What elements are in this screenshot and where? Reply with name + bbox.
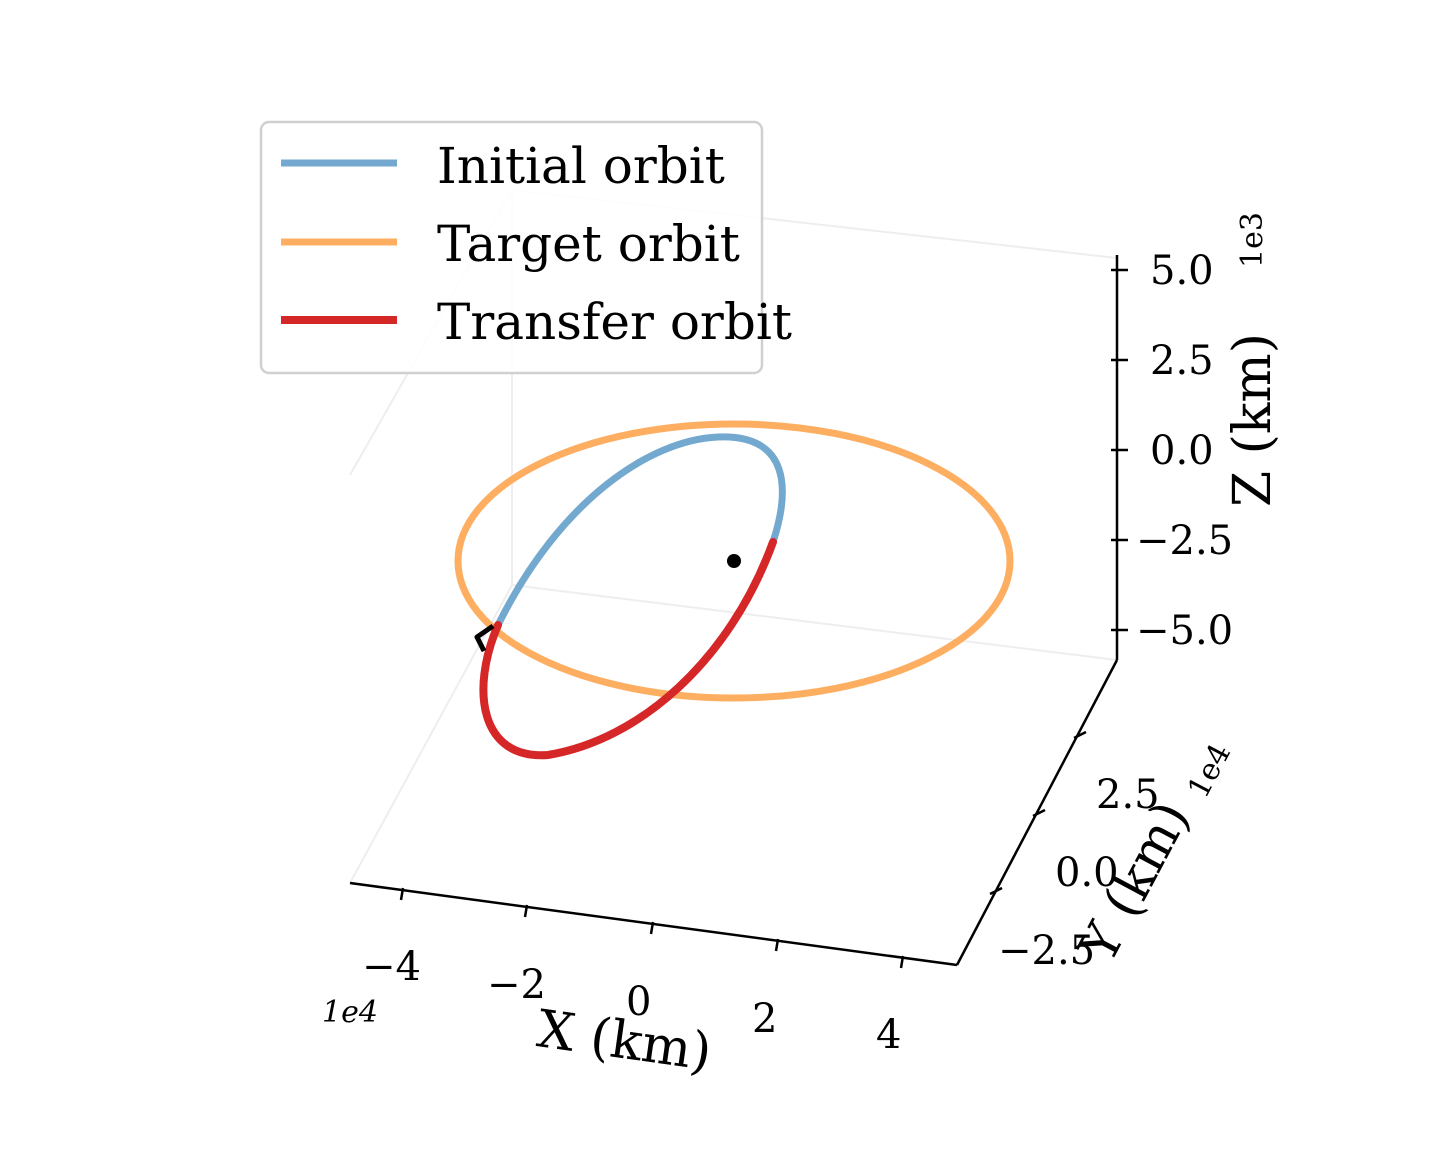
y-axis: 2.5 0.0 −2.5 1e4 Y (km) xyxy=(989,730,1238,974)
y-tick xyxy=(989,886,1003,896)
x-tick-label: 4 xyxy=(876,1012,901,1058)
y-tick-label: 0.0 xyxy=(1055,850,1119,896)
x-tick xyxy=(649,921,655,935)
y-axis-line xyxy=(955,659,1119,966)
y-tick xyxy=(1073,730,1087,740)
pane-edge-back-floor xyxy=(511,584,1118,661)
maneuver-arrow-marker xyxy=(474,623,495,653)
y-offset-label: 1e4 xyxy=(1181,738,1238,804)
z-axis: 5.0 2.5 0.0 −2.5 −5.0 1e3 Z (km) xyxy=(1111,212,1283,654)
legend: Initial orbit Target orbit Transfer orbi… xyxy=(259,120,792,375)
x-tick xyxy=(399,887,405,901)
pane-edge-left-floor xyxy=(349,584,513,884)
x-tick-label: 0 xyxy=(626,979,651,1025)
x-offset-label: 1e4 xyxy=(322,995,378,1030)
z-offset-label: 1e3 xyxy=(1235,212,1270,268)
z-tick-label: 0.0 xyxy=(1150,428,1214,474)
orbit-series xyxy=(454,420,1014,760)
central-body-marker xyxy=(727,554,741,568)
x-tick xyxy=(899,955,905,969)
x-axis: −4 −2 0 2 4 1e4 X (km) xyxy=(322,887,905,1083)
z-tick-label: −2.5 xyxy=(1136,518,1233,564)
y-tick-label: −2.5 xyxy=(998,928,1095,974)
x-axis-title: X (km) xyxy=(534,999,716,1083)
transfer-orbit-line xyxy=(479,538,777,760)
legend-frame xyxy=(259,120,764,375)
x-tick-label: −2 xyxy=(487,962,546,1008)
target-orbit-line xyxy=(454,420,1014,702)
z-axis-title: Z (km) xyxy=(1223,333,1283,507)
x-tick xyxy=(774,938,780,952)
y-tick xyxy=(1032,808,1046,818)
initial-orbit-line xyxy=(494,433,786,629)
x-tick xyxy=(523,904,529,918)
y-tick-label: 2.5 xyxy=(1096,772,1160,818)
z-tick-label: 5.0 xyxy=(1150,248,1214,294)
x-tick-label: −4 xyxy=(362,944,421,990)
legend-label-target: Target orbit xyxy=(437,215,740,273)
legend-label-initial: Initial orbit xyxy=(437,137,725,195)
x-tick-label: 2 xyxy=(752,996,777,1042)
z-tick-label: −5.0 xyxy=(1136,608,1233,654)
legend-label-transfer: Transfer orbit xyxy=(437,293,792,351)
z-tick-label: 2.5 xyxy=(1150,338,1214,384)
